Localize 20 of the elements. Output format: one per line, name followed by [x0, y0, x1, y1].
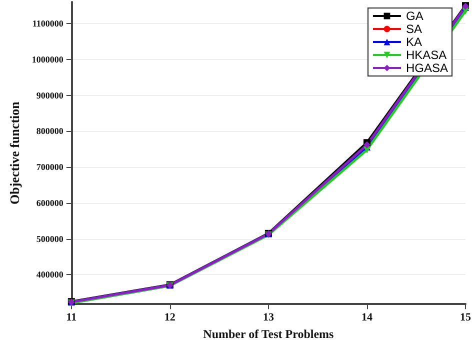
x-tick-label: 13 [262, 312, 274, 324]
x-tick-label: 12 [164, 312, 176, 324]
y-tick-label: 400000 [36, 270, 64, 280]
y-tick-label: 800000 [36, 126, 64, 136]
legend-label: KA [406, 35, 422, 49]
x-tick-label: 14 [361, 312, 373, 324]
y-tick-label: 600000 [36, 198, 64, 208]
y-tick-label: 900000 [36, 90, 64, 100]
y-tick-label: 500000 [36, 234, 64, 244]
x-tick-label: 11 [66, 312, 77, 324]
y-axis-title: Objective function [7, 100, 22, 205]
x-axis-title: Number of Test Problems [203, 327, 334, 341]
x-tick-label: 15 [460, 312, 472, 324]
legend-label: GA [406, 9, 424, 23]
y-tick-label: 1000000 [32, 54, 64, 64]
y-tick-label: 1100000 [32, 18, 64, 29]
legend-label: HGASA [406, 61, 448, 75]
legend-label: SA [406, 22, 422, 36]
y-tick-label: 700000 [36, 162, 64, 172]
legend-label: HKASA [406, 48, 447, 62]
